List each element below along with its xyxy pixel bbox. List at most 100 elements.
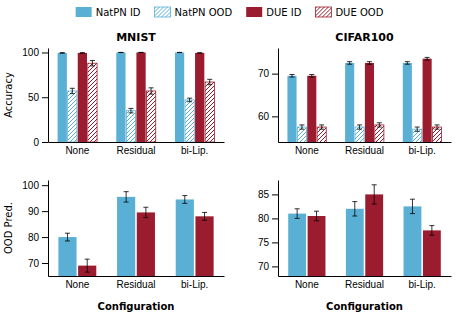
tick-label: 70 (28, 258, 40, 269)
error-bar (118, 52, 123, 53)
error-bar (425, 57, 430, 60)
panel-title: MNIST (116, 31, 156, 44)
series (88, 61, 215, 142)
tick-label: 80 (258, 213, 270, 224)
tick-mark (42, 237, 48, 238)
error-bar (128, 108, 133, 112)
tick-label: bi-Lip. (181, 279, 208, 290)
error-bar (60, 52, 65, 54)
legend-swatch (315, 7, 331, 17)
tick-label: bi-Lip. (181, 145, 208, 156)
legend-swatch (76, 7, 92, 17)
bar (175, 52, 184, 142)
series (58, 52, 185, 142)
panel-title: CIFAR100 (335, 31, 394, 44)
error-bar (70, 88, 75, 93)
figure: NoneResidualbi-Lip.050100MNISTAccuracyNa… (0, 0, 459, 332)
error-bar (357, 125, 362, 129)
tick-label: 70 (258, 261, 270, 272)
legend-label: NatPN OOD (175, 7, 233, 18)
series (78, 52, 205, 142)
tick: 90 (28, 206, 48, 217)
error-bar (410, 199, 415, 213)
tick-label: 0 (33, 137, 39, 148)
axis-line (278, 181, 279, 277)
tick-label: None (65, 145, 89, 156)
error-bar (429, 226, 434, 236)
bar (307, 76, 316, 142)
bar (346, 209, 364, 276)
axis-line (49, 142, 225, 143)
error-bar (289, 74, 294, 77)
tick: None (295, 276, 319, 290)
tick-mark (42, 263, 48, 264)
bar (345, 63, 354, 142)
bar (365, 194, 383, 276)
bar (68, 91, 77, 142)
plot-area (58, 52, 215, 142)
error-bar (372, 185, 377, 204)
axis-line (48, 181, 49, 277)
tick-mark (42, 185, 48, 186)
bar (403, 63, 412, 142)
tick-label: 80 (28, 232, 40, 243)
tick-label: None (65, 279, 89, 290)
error-bar (85, 259, 90, 272)
bar (116, 52, 125, 142)
tick: 60 (258, 111, 278, 122)
tick-mark (272, 116, 278, 117)
tick-label: Residual (117, 279, 156, 290)
error-bar (182, 196, 187, 204)
bar (423, 59, 432, 142)
bar (308, 216, 326, 276)
bar (375, 125, 384, 142)
x-axis-title: Configuration (98, 301, 175, 312)
tick-label: bi-Lip. (409, 145, 436, 156)
bar (88, 63, 97, 142)
tick: Residual (117, 142, 156, 156)
tick-label: None (295, 279, 319, 290)
series (307, 57, 431, 142)
series (287, 62, 411, 142)
error-bar (202, 212, 207, 220)
bar (195, 53, 204, 142)
tick: 100 (22, 180, 48, 191)
error-bar (352, 202, 357, 216)
x-axis: None Residual bi-Lip. (49, 276, 225, 290)
plot-area (288, 185, 441, 276)
legend-item: DUE ID (246, 7, 301, 18)
legend-label: DUE ID (266, 7, 301, 18)
tick-mark (42, 211, 48, 212)
tick: 70 (28, 258, 48, 269)
error-bar (405, 62, 410, 65)
y-axis: 050100 (22, 47, 48, 148)
legend-item: NatPN ID (76, 7, 141, 18)
tick: bi-Lip. (181, 142, 208, 156)
panel: NoneResidualbi-Lip.708090100OOD Pred.Con… (3, 180, 225, 332)
legend-swatch (155, 7, 171, 17)
bar (404, 206, 422, 276)
tick: bi-Lip. (409, 142, 436, 156)
error-bar (347, 62, 352, 65)
tick: 80 (28, 232, 48, 243)
tick-label: Residual (117, 145, 156, 156)
tick: None (65, 276, 89, 290)
bar (58, 237, 76, 276)
y-axis: 70758085 (258, 181, 279, 277)
bar (137, 212, 155, 276)
bar (58, 53, 67, 142)
tick-label: 75 (258, 237, 270, 248)
tick: None (295, 142, 319, 156)
x-axis: NoneResidualbi-Lip. (279, 276, 452, 290)
tick: 0 (33, 137, 48, 148)
tick-label: Residual (345, 279, 384, 290)
y-axis-title: Accuracy (3, 72, 14, 118)
tick-label: 60 (258, 111, 270, 122)
bar (205, 82, 214, 142)
plot-area (287, 57, 441, 142)
error-bar (299, 125, 304, 129)
tick-label: 100 (22, 47, 39, 58)
tick-mark (42, 97, 48, 98)
bar (195, 216, 213, 276)
error-bar (415, 127, 420, 131)
